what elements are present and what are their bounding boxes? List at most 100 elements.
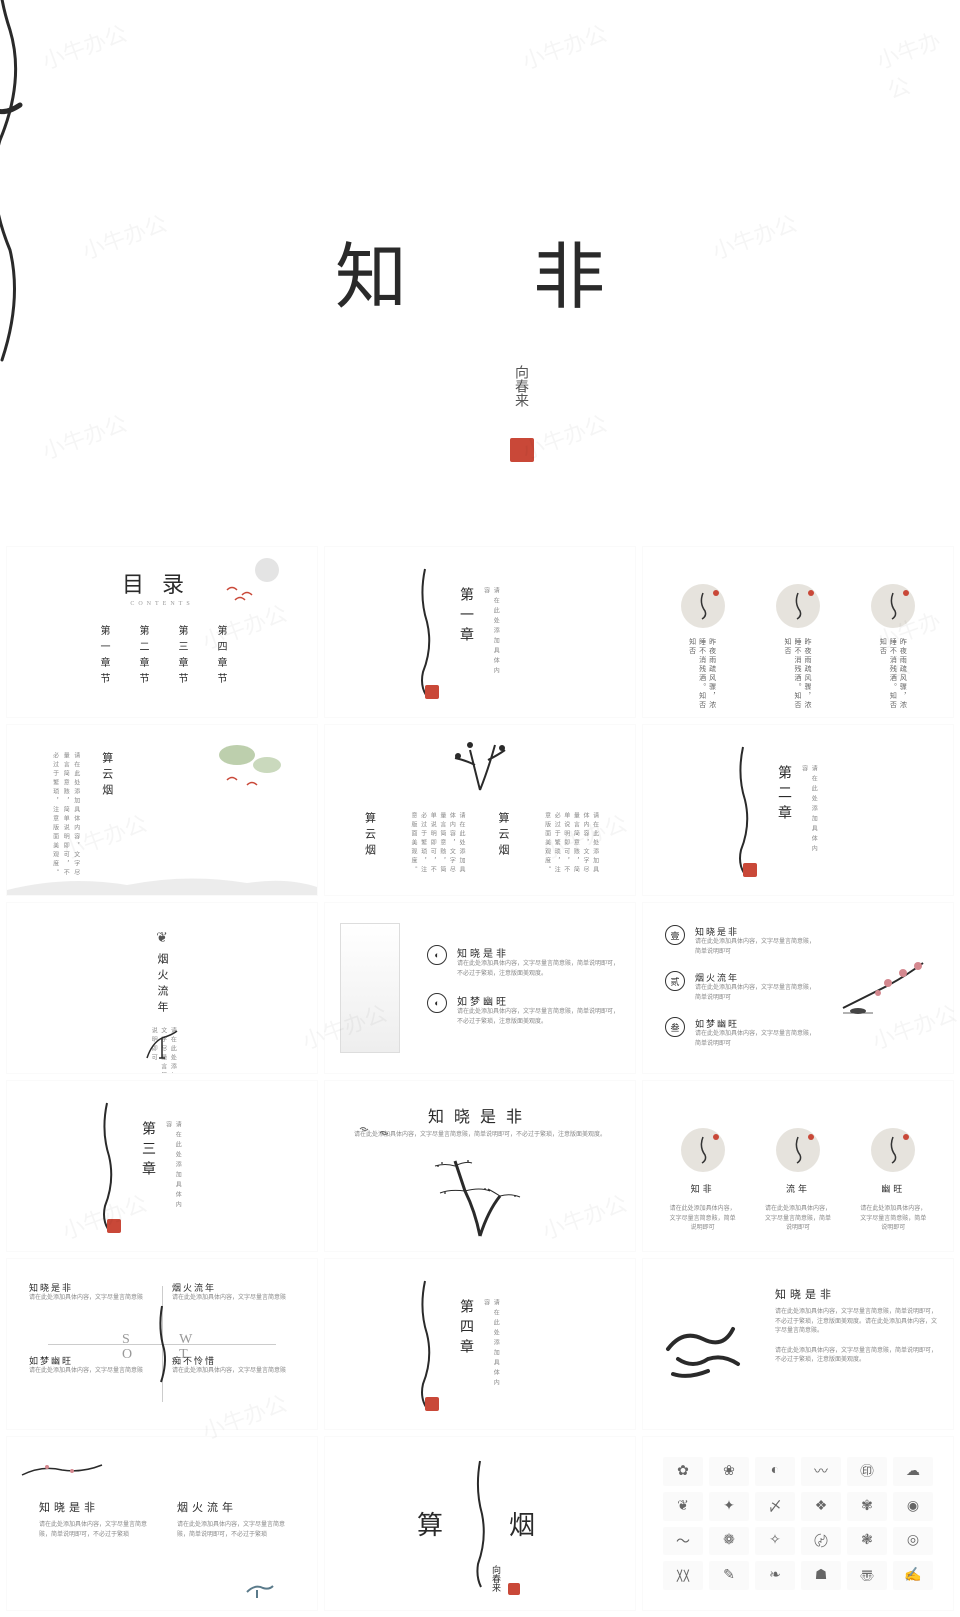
vcol-title: 算云烟 [99,752,115,804]
hero-right-char: 非 [533,218,625,323]
circle-icon [681,584,725,628]
slide-bottom-two-col: 知晓是非 请在此处添加具体内容，文字尽量言简意赅，简单说明即可，不必过于繁琐 烟… [6,1436,318,1611]
circle-item: 知非 请在此处添加具体内容，文字尽量言简意赅，简单说明即可 [668,1128,738,1234]
ornate-col-1: ❦ 知晓是非 请在此处添加具体内容文字尽量言简意赅简单说明即可 [6,930,21,1074]
circle-icon [871,1128,915,1172]
ornate-title: 烟火流年 [156,953,168,1017]
num-body: 请在此处添加具体内容，文字尽量言简意赅，简单说明即可 [695,984,815,1003]
swot-label-w: W [179,1332,192,1348]
asset-item: ✿ [663,1457,703,1486]
chapter-3-label: 第三章 [137,1121,157,1181]
blossom-ink-icon [833,938,943,1028]
circle-text: 请在此处添加具体内容，文字尽量言简意赅，简单说明即可 [668,1205,738,1234]
mountain-ink-icon [7,865,317,895]
asset-item: ✧ [755,1527,795,1556]
closing-title: 算 烟 [417,1459,543,1589]
brush-center-icon [154,1304,170,1384]
brush-mini-icon [415,1279,435,1409]
side-title: 知晓是非 [775,1286,941,1302]
circle-item-3: 昨夜雨疏风骤，浓睡不消残酒。知否知否 [871,584,915,718]
list-item-2: ◐ 如梦幽旺 请在此处添加具体内容，文字尽量言简意赅，简单说明即可，不必过于繁琐… [427,993,623,1027]
side-body-2: 请在此处添加具体内容，文字尽量言简意赅，简单说明即可，不必过于繁琐，注意版面美观… [775,1347,941,1366]
chapter-1-desc: 请在此处添加具体内容 [480,587,499,677]
num-body: 请在此处添加具体内容，文字尽量言简意赅，简单说明即可 [695,1030,815,1049]
slide-pine: 知晓是非 请在此处添加具体内容，文字尽量言简意赅，简单说明即可，不必过于繁琐，注… [324,1080,636,1252]
list-item-1: ◐ 知晓是非 请在此处添加具体内容，文字尽量言简意赅，简单说明即可，不必过于繁琐… [427,945,623,979]
chapter-2-label: 第二章 [773,765,793,825]
toc-ch1: 第一章节 [96,625,111,689]
asset-item: 〷 [663,1561,703,1590]
circle-caption: 昨夜雨疏风骤，浓睡不消残酒。知否知否 [878,638,908,718]
chapter-3-desc: 请在此处添加具体内容 [162,1121,181,1211]
asset-item: ✎ [709,1561,749,1590]
circle-text: 请在此处添加具体内容，文字尽量言简意赅，简单说明即可 [858,1205,928,1234]
vcol-left: 算云烟 [361,812,377,864]
num-title: 如梦幽旺 [695,1017,815,1030]
slide-chapter-4: 第四章 请在此处添加具体内容 [324,1258,636,1430]
list-body: 请在此处添加具体内容，文字尽量言简意赅，简单说明即可，不必过于繁琐，注意版面美观… [457,960,623,979]
asset-item: ☁ [893,1457,933,1486]
ornament-icon: ❦ [156,930,168,947]
asset-item: 〄 [801,1527,841,1556]
asset-item: ✦ [709,1492,749,1521]
vcol-body: 请在此处添加具体内容，文字尽量言简意赅，简单说明即可，不必过于繁琐，注意版面美观… [49,752,81,883]
slide-three-circles-1: 昨夜雨疏风骤，浓睡不消残酒。知否知否 昨夜雨疏风骤，浓睡不消残酒。知否知否 昨夜… [642,546,954,718]
circle-caption: 昨夜雨疏风骤，浓睡不消残酒。知否知否 [783,638,813,718]
hero-subtitle: 向春来 [510,365,530,407]
swot-label-t: T [179,1347,188,1363]
seal-icon [425,1397,439,1411]
hero-title: 知 非 [335,80,625,460]
bird-ink-icon [237,1572,277,1602]
bottom-col-1: 知晓是非 请在此处添加具体内容，文字尽量言简意赅，简单说明即可，不必过于繁琐 [39,1499,147,1540]
toc-ch2: 第二章节 [135,625,150,689]
circle-label: 知非 [691,1182,715,1195]
slide-plum-two-col: 算云烟 请在此处添加具体内容，文字尽量言简意赅，简单说明即可，不必过于繁琐，注意… [324,724,636,896]
num-body: 请在此处添加具体内容，文字尽量言简意赅，简单说明即可 [695,938,815,957]
asset-item: 〆 [755,1492,795,1521]
closing-right-char: 烟 [509,1505,543,1542]
toc-ch4: 第四章节 [213,625,228,689]
slide-chapter-2: 第二章 请在此处添加具体内容 [642,724,954,896]
asset-item: 〰 [801,1457,841,1486]
brush-mini-icon [733,745,753,875]
slide-lotus-text: 请在此处添加具体内容，文字尽量言简意赅，简单说明即可，不必过于繁琐，注意版面美观… [6,724,318,896]
asset-item: ❖ [801,1492,841,1521]
chapter-1-label: 第一章 [455,587,475,647]
num-item-1: 壹 知晓是非请在此处添加具体内容，文字尽量言简意赅，简单说明即可 [665,925,815,957]
slide-closing: 算 烟 向春来 [324,1436,636,1611]
asset-item: ◉ [893,1492,933,1521]
num-item-3: 叁 如梦幽旺请在此处添加具体内容，文字尽量言简意赅，简单说明即可 [665,1017,815,1049]
circle-item: 幽旺 请在此处添加具体内容，文字尽量言简意赅，简单说明即可 [858,1128,928,1234]
asset-item: ❀ [709,1457,749,1486]
circle-icon [776,584,820,628]
slides-grid: 目录 CONTENTS 第一章节 第二章节 第三章节 第四章节 第一章 请在此处… [0,540,960,1617]
slide-three-circles-2: 知非 请在此处添加具体内容，文字尽量言简意赅，简单说明即可 流年 请在此处添加具… [642,1080,954,1252]
asset-item: ❦ [663,1492,703,1521]
slide-assets: ✿ ❀ ◐ 〰 ㊞ ☁ ❦ ✦ 〆 ❖ ✾ ◉ 〜 ❁ ✧ 〄 ❃ ◎ 〷 ✎ … [642,1436,954,1611]
seal-icon [508,1583,520,1595]
asset-item: 〠 [847,1561,887,1590]
slide-two-circle-list: ◐ 知晓是非 请在此处添加具体内容，文字尽量言简意赅，简单说明即可，不必过于繁琐… [324,902,636,1074]
circle-icon [871,584,915,628]
num-title: 烟火流年 [695,971,815,984]
ornate-col-3: ❦ 如梦幽旺 请在此处添加具体内容文字尽量言简意赅简单说明即可 [303,930,318,1074]
asset-item: ❁ [709,1527,749,1556]
brush-mini-icon [415,567,435,697]
vcol-body-r: 请在此处添加具体内容，文字尽量言简意赅，简单说明即可，不必过于繁琐，注意版面美观… [541,812,599,883]
fish-ink-icon [217,555,287,605]
lotus-ink-icon [207,735,297,795]
brush-mini-icon [97,1101,117,1231]
pine-ink-icon [410,1151,550,1241]
asset-grid: ✿ ❀ ◐ 〰 ㊞ ☁ ❦ ✦ 〆 ❖ ✾ ◉ 〜 ❁ ✧ 〄 ❃ ◎ 〷 ✎ … [655,1449,941,1598]
swot-label-o: O [122,1347,132,1363]
closing-sub: 向春来 [490,1565,503,1592]
bottom-body-1: 请在此处添加具体内容，文字尽量言简意赅，简单说明即可，不必过于繁琐 [39,1521,147,1540]
hero-left-char: 知 [335,218,427,323]
asset-item: ☗ [801,1561,841,1590]
asset-item: ◐ [755,1457,795,1486]
bottom-body-2: 请在此处添加具体内容，文字尽量言简意赅，简单说明即可，不必过于繁琐 [177,1521,285,1540]
circle-badge-icon: ◐ [427,993,447,1013]
circle-icon [776,1128,820,1172]
list-title: 如梦幽旺 [457,993,623,1008]
branch-ink-icon [17,1445,107,1485]
